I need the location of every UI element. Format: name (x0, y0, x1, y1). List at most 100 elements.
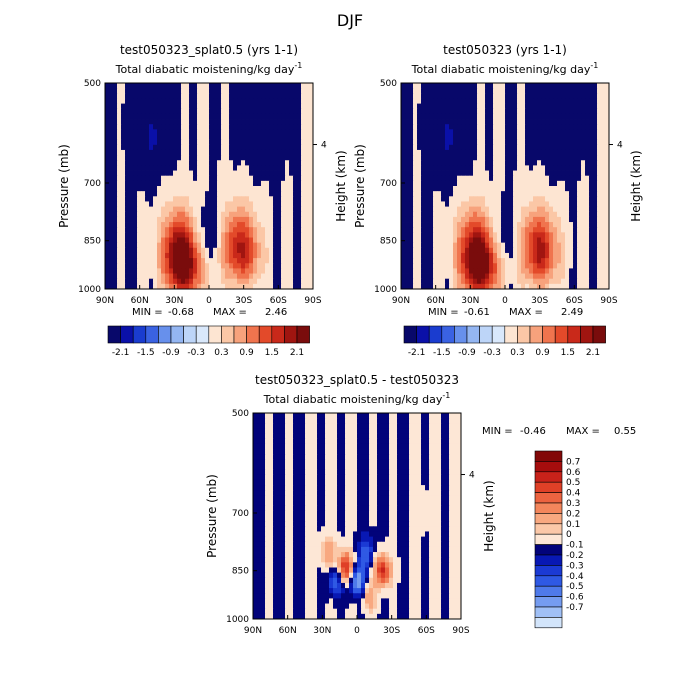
field-cell (545, 186, 550, 192)
field-cell (193, 155, 198, 161)
field-cell (333, 454, 338, 460)
field-cell (397, 423, 402, 429)
field-cell (573, 252, 578, 259)
field-cell (269, 232, 274, 238)
field-cell (417, 155, 422, 161)
field-cell (149, 227, 154, 233)
field-cell (317, 433, 322, 440)
field-cell (121, 216, 126, 223)
field-cell (125, 124, 130, 130)
field-cell (181, 206, 186, 213)
field-cell (501, 113, 506, 120)
field-cell (493, 206, 498, 213)
field-cell (481, 211, 486, 218)
field-cell (329, 428, 334, 434)
field-cell (493, 201, 498, 207)
field-cell (497, 227, 502, 233)
field-cell (297, 83, 302, 89)
field-cell (425, 160, 430, 166)
field-cell (161, 139, 166, 146)
field-cell (521, 98, 526, 104)
field-cell (313, 428, 318, 434)
field-cell (121, 113, 126, 120)
field-cell (517, 124, 522, 130)
field-cell (425, 443, 430, 450)
field-cell (493, 211, 498, 218)
field-cell (413, 88, 418, 94)
panel-1-max-value: 2.46 (265, 307, 287, 318)
field-cell (589, 134, 594, 141)
field-cell (401, 428, 406, 434)
field-cell (213, 175, 218, 182)
field-cell (301, 93, 306, 99)
field-cell (417, 227, 422, 233)
field-cell (253, 443, 258, 450)
field-cell (513, 278, 518, 285)
field-cell (425, 206, 430, 213)
field-cell (273, 413, 278, 419)
field-cell (209, 149, 214, 156)
field-cell (317, 418, 322, 424)
field-cell (337, 474, 342, 481)
field-cell (573, 278, 578, 285)
field-cell (593, 103, 598, 110)
field-cell (545, 170, 550, 177)
field-cell (249, 124, 254, 130)
field-cell (289, 469, 294, 476)
field-cell (361, 454, 366, 460)
field-cell (433, 247, 438, 254)
field-cell (417, 237, 422, 244)
field-cell (561, 108, 566, 115)
field-cell (265, 165, 270, 171)
field-cell (133, 258, 138, 264)
field-cell (109, 155, 114, 161)
field-cell (197, 134, 202, 141)
field-cell (161, 186, 166, 192)
field-cell (597, 98, 602, 104)
field-cell (205, 283, 210, 290)
field-cell (225, 113, 230, 120)
colorbar-label: 1.5 (265, 348, 279, 358)
field-cell (533, 88, 538, 94)
field-cell (137, 149, 142, 156)
field-cell (313, 423, 318, 429)
field-cell (241, 247, 246, 254)
field-cell (541, 113, 546, 120)
field-cell (113, 165, 118, 171)
field-cell (469, 93, 474, 99)
field-cell (309, 206, 314, 213)
field-cell (385, 423, 390, 429)
field-cell (309, 134, 314, 141)
field-cell (593, 155, 598, 161)
field-cell (577, 201, 582, 207)
field-cell (481, 124, 486, 130)
field-cell (129, 144, 134, 151)
field-cell (421, 201, 426, 207)
field-cell (253, 433, 258, 440)
field-cell (465, 258, 470, 264)
field-cell (453, 474, 458, 481)
field-cell (137, 180, 142, 187)
field-cell (449, 160, 454, 166)
field-cell (417, 423, 422, 429)
field-cell (401, 258, 406, 264)
field-cell (541, 139, 546, 146)
field-cell (317, 443, 322, 450)
field-cell (309, 479, 314, 486)
field-cell (553, 165, 558, 171)
field-cell (289, 227, 294, 233)
field-cell (545, 93, 550, 99)
field-cell (445, 83, 450, 89)
field-cell (441, 98, 446, 104)
field-cell (213, 283, 218, 290)
field-cell (461, 165, 466, 171)
field-cell (297, 155, 302, 161)
field-cell (545, 227, 550, 233)
field-cell (109, 278, 114, 285)
field-cell (433, 454, 438, 460)
field-cell (217, 103, 222, 110)
field-cell (525, 155, 530, 161)
field-cell (309, 186, 314, 192)
field-cell (221, 170, 226, 177)
field-cell (181, 186, 186, 192)
